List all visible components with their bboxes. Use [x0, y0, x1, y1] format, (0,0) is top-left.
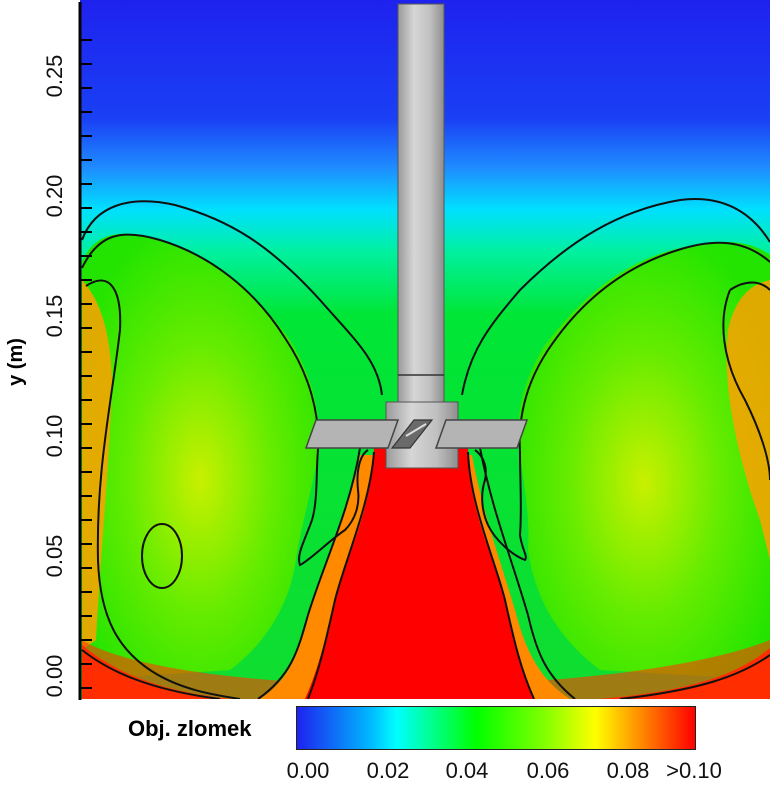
impeller	[304, 3, 529, 469]
contour-lines	[81, 198, 770, 699]
ytick-label: 0.15	[42, 295, 67, 338]
colorbar-tick-label: >0.10	[666, 758, 722, 783]
ytick-label: 0.00	[42, 655, 67, 698]
ytick-label: 0.25	[42, 55, 67, 98]
ytick-label: 0.10	[42, 415, 67, 458]
colorbar-tick-label: 0.08	[606, 758, 650, 783]
colorbar-tick-label: 0.04	[445, 758, 489, 783]
colorbar	[296, 706, 696, 750]
ytick-label: 0.05	[42, 535, 67, 578]
y-axis: 0.00 0.05 0.10 0.15 0.20 0.25 y (m)	[5, 2, 92, 700]
y-axis-title: y (m)	[5, 338, 27, 386]
colorbar-tick-label: 0.02	[366, 758, 410, 783]
colorbar-title: Obj. zlomek	[128, 716, 252, 741]
colorbar-tick-label: 0.06	[526, 758, 570, 783]
colorbar-tick-label: 0.00	[286, 758, 330, 783]
volume-fraction-contour-plot: 0.00 0.05 0.10 0.15 0.20 0.25 y (m)	[5, 0, 770, 700]
ytick-label: 0.20	[42, 175, 67, 218]
